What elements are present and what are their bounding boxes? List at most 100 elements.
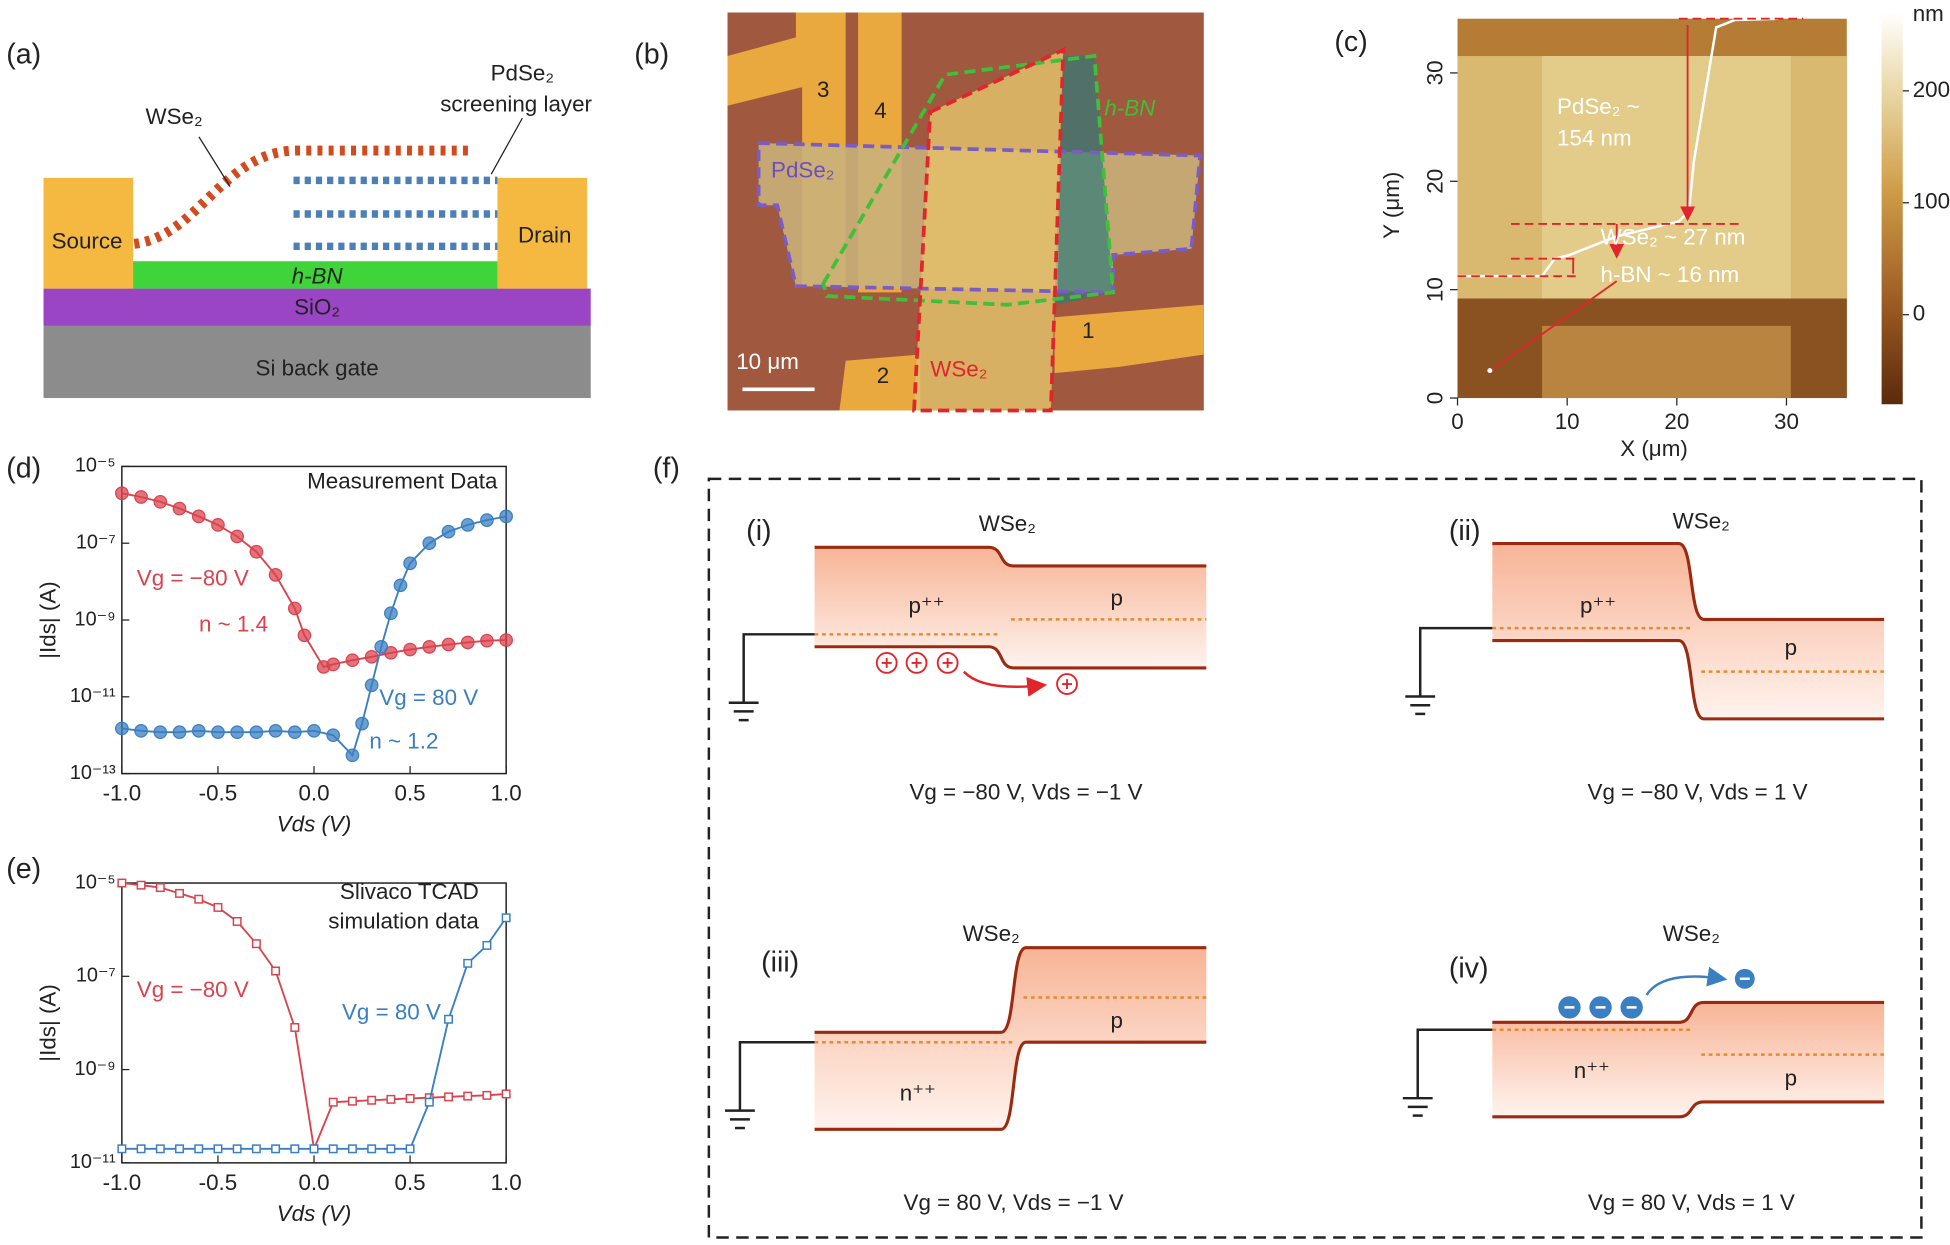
point <box>213 1144 223 1154</box>
band-fill <box>1492 543 1885 719</box>
si-layer <box>43 325 591 399</box>
y-axis-label: Y (μm) <box>1379 172 1404 239</box>
point <box>155 883 165 893</box>
panel-label: (b) <box>634 39 669 71</box>
pointer <box>1491 280 1618 371</box>
series-line <box>121 492 507 669</box>
band-material: WSe₂ <box>1663 921 1720 946</box>
band-caption: Vg = −80 V, Vds = 1 V <box>1588 779 1808 804</box>
pointer <box>490 117 523 175</box>
label: WSe₂ <box>930 357 987 382</box>
y-tick-label: 10⁻⁷ <box>76 965 116 987</box>
point <box>249 725 264 740</box>
point <box>136 880 146 890</box>
pdse2-layers <box>293 176 498 251</box>
point <box>211 725 225 740</box>
point <box>460 518 475 532</box>
point <box>482 940 492 950</box>
sio2-layer <box>43 288 591 326</box>
point <box>155 1144 165 1154</box>
label: h-BN <box>292 263 344 288</box>
band-fill <box>1492 1002 1885 1117</box>
pointer <box>198 136 231 187</box>
point <box>268 568 283 582</box>
point <box>347 1144 357 1154</box>
panel-c: (c) PdSe₂ ~ 154 nm WSe₂ ~ 27 nm h-BN ~ 1… <box>1334 1 1943 461</box>
panel-label: (a) <box>6 39 41 71</box>
point <box>134 490 148 504</box>
point <box>386 1144 396 1154</box>
band-caption: Vg = 80 V, Vds = −1 V <box>904 1190 1124 1215</box>
point <box>287 725 302 740</box>
panel-a: (a) WSe₂ PdSe₂ screening layer Source Dr… <box>6 39 593 399</box>
label: 2 <box>877 363 889 388</box>
panel-frame <box>707 477 1923 1239</box>
point <box>441 637 456 652</box>
x-tick-label: -0.5 <box>199 1170 238 1195</box>
annotation: Measurement Data <box>307 468 498 493</box>
band-right: p <box>1785 1065 1797 1090</box>
x-tick-label: 10 <box>1555 409 1580 434</box>
point <box>194 1144 204 1154</box>
point <box>194 894 204 904</box>
point <box>384 645 398 660</box>
ground-wire <box>1418 626 1493 697</box>
annotation: h-BN ~ 16 nm <box>1601 262 1740 287</box>
point <box>403 642 417 657</box>
afm-region <box>1542 325 1791 399</box>
band-left: p⁺⁺ <box>908 593 944 618</box>
y-tick-label: 20 <box>1422 169 1447 194</box>
panel-b: (b) 3 4 PdSe₂ h-BN 1 2 WSe₂ 10 μm <box>634 12 1204 413</box>
band-label: (iv) <box>1449 953 1489 985</box>
label: screening layer <box>440 92 592 117</box>
point <box>268 723 283 738</box>
point <box>115 486 129 501</box>
point <box>444 1014 453 1024</box>
y-tick-label: 0 <box>1422 392 1447 404</box>
valence-band <box>814 645 1207 670</box>
point <box>480 513 494 527</box>
point <box>328 1144 338 1154</box>
annotation: n ~ 1.4 <box>199 612 268 637</box>
y-tick-label: 10⁻¹³ <box>70 762 116 784</box>
point <box>232 916 242 926</box>
band-fill <box>814 947 1207 1130</box>
x-tick-label: 0.5 <box>395 1170 426 1195</box>
x-tick-label: 1.0 <box>491 1170 522 1195</box>
annotation: PdSe₂ ~ <box>1557 94 1640 119</box>
point <box>441 524 456 539</box>
band-material: WSe₂ <box>1673 508 1730 533</box>
y-tick-label: 10⁻¹¹ <box>70 685 116 707</box>
annotation: Vg = 80 V <box>342 1000 441 1025</box>
series-line <box>121 515 507 758</box>
point <box>367 1095 377 1105</box>
point <box>232 1144 242 1154</box>
colorbar-tick-label: 200 <box>1913 77 1950 102</box>
point <box>393 578 408 593</box>
ground-wire <box>738 1040 815 1111</box>
y-axis-label: |Ids| (A) <box>36 581 61 659</box>
point <box>384 606 398 621</box>
point <box>117 878 127 888</box>
point <box>482 1090 492 1100</box>
band-material: WSe₂ <box>963 921 1020 946</box>
point <box>328 1097 338 1107</box>
band-caption: Vg = 80 V, Vds = 1 V <box>1588 1190 1795 1215</box>
label: h-BN <box>1104 95 1156 120</box>
conduction-band <box>814 545 1207 568</box>
x-tick-label: 30 <box>1774 409 1799 434</box>
point <box>297 628 312 643</box>
label: Drain <box>518 222 571 247</box>
marker <box>1487 368 1493 374</box>
ground-wire <box>1416 1028 1493 1099</box>
point <box>153 494 168 509</box>
height-profile <box>1457 17 1779 278</box>
conduction-band <box>1492 541 1885 621</box>
label: WSe₂ <box>146 104 203 129</box>
hbn-outline <box>821 53 1116 307</box>
colorbar-tick-label: 0 <box>1913 301 1925 326</box>
label: PdSe₂ <box>771 158 834 183</box>
point <box>403 556 417 571</box>
point <box>499 633 513 647</box>
